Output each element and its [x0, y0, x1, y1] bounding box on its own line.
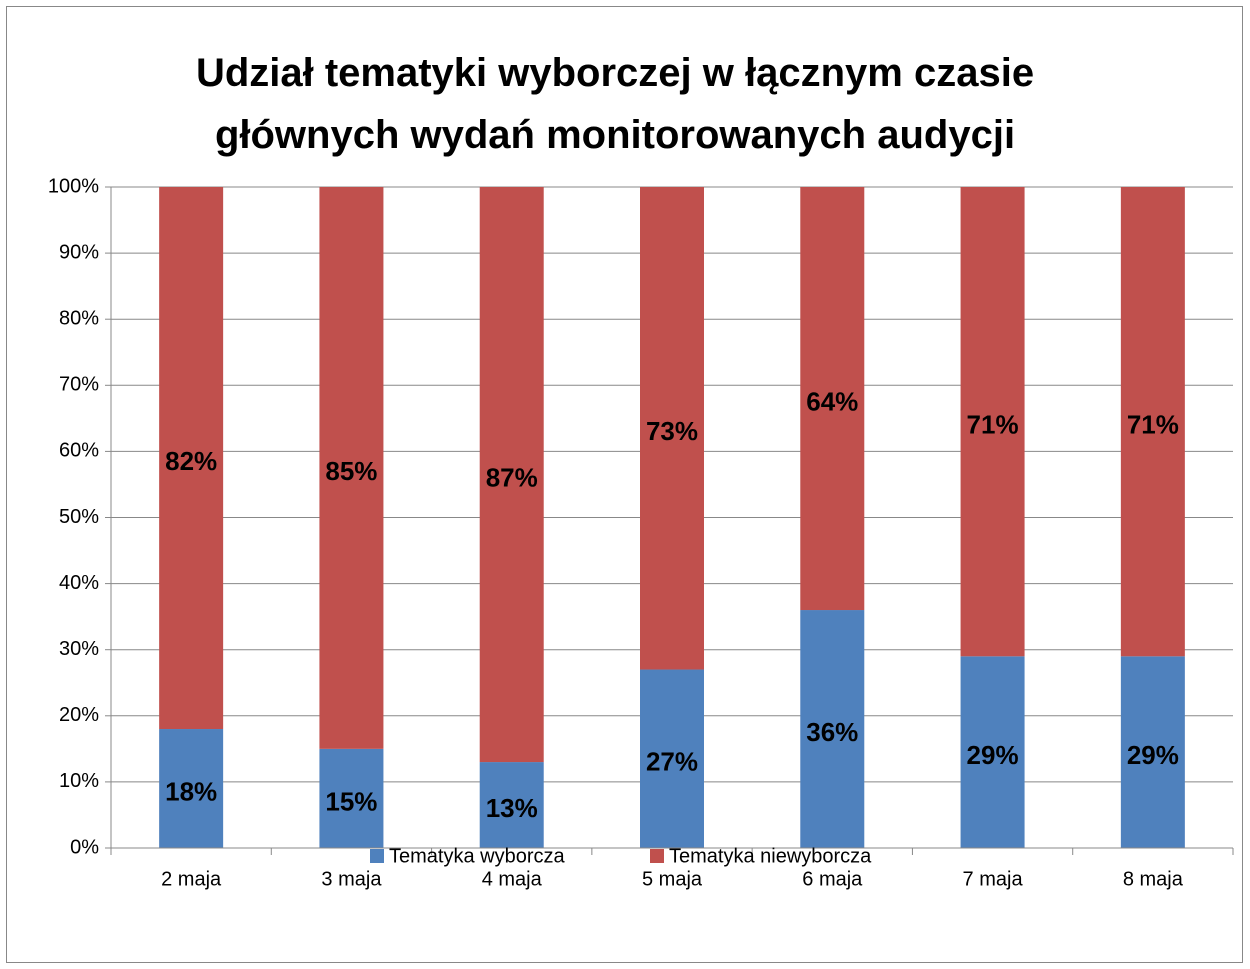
y-tick-label: 30% [59, 638, 99, 660]
data-label: 82% [165, 446, 217, 476]
x-tick-label: 8 maja [1123, 868, 1184, 890]
data-label: 73% [646, 416, 698, 446]
data-label: 64% [806, 386, 858, 416]
y-tick-label: 100% [48, 175, 99, 197]
bar-segment [479, 762, 544, 848]
legend-label: Tematyka niewyborcza [669, 845, 872, 867]
y-tick-label: 80% [59, 307, 99, 329]
x-tick-label: 5 maja [642, 868, 703, 890]
data-label: 15% [325, 786, 377, 816]
y-tick-label: 40% [59, 572, 99, 594]
y-tick-label: 10% [59, 770, 99, 792]
data-label: 13% [486, 793, 538, 823]
data-label: 36% [806, 717, 858, 747]
chart-title: Udział tematyki wyborczej w łącznym czas… [195, 51, 1035, 157]
data-label: 29% [1127, 740, 1179, 770]
bar-segment [159, 187, 224, 730]
bar-segment [640, 669, 704, 848]
y-tick-label: 90% [59, 241, 99, 263]
x-tick-label: 6 maja [802, 868, 863, 890]
y-tick-label: 70% [59, 374, 99, 396]
bar-segment [1120, 187, 1185, 657]
x-tick-label: 2 maja [161, 868, 222, 890]
legend-swatch [370, 849, 384, 863]
y-tick-label: 60% [59, 440, 99, 462]
y-tick-label: 20% [59, 704, 99, 726]
y-tick-label: 50% [59, 506, 99, 528]
data-label: 71% [967, 410, 1019, 440]
data-label: 18% [165, 776, 217, 806]
bar-segment [800, 187, 865, 611]
bar-segment [319, 748, 384, 848]
x-tick-label: 3 maja [321, 868, 382, 890]
x-tick-label: 7 maja [963, 868, 1024, 890]
data-label: 85% [325, 456, 377, 486]
y-tick-label: 0% [70, 836, 99, 858]
bar-segment [960, 187, 1025, 657]
data-label: 27% [646, 747, 698, 777]
legend-label: Tematyka wyborcza [389, 845, 565, 867]
legend-swatch [650, 849, 664, 863]
bar-segment [1120, 656, 1185, 848]
bar-segment [479, 187, 544, 763]
x-tick-label: 4 maja [482, 868, 543, 890]
data-label: 71% [1127, 410, 1179, 440]
bar-segment [640, 187, 704, 670]
data-label: 29% [967, 740, 1019, 770]
bar-segment [159, 729, 224, 848]
data-label: 87% [486, 462, 538, 492]
bar-segment [960, 656, 1025, 848]
bar-segment [800, 610, 865, 848]
bar-segment [319, 187, 384, 749]
